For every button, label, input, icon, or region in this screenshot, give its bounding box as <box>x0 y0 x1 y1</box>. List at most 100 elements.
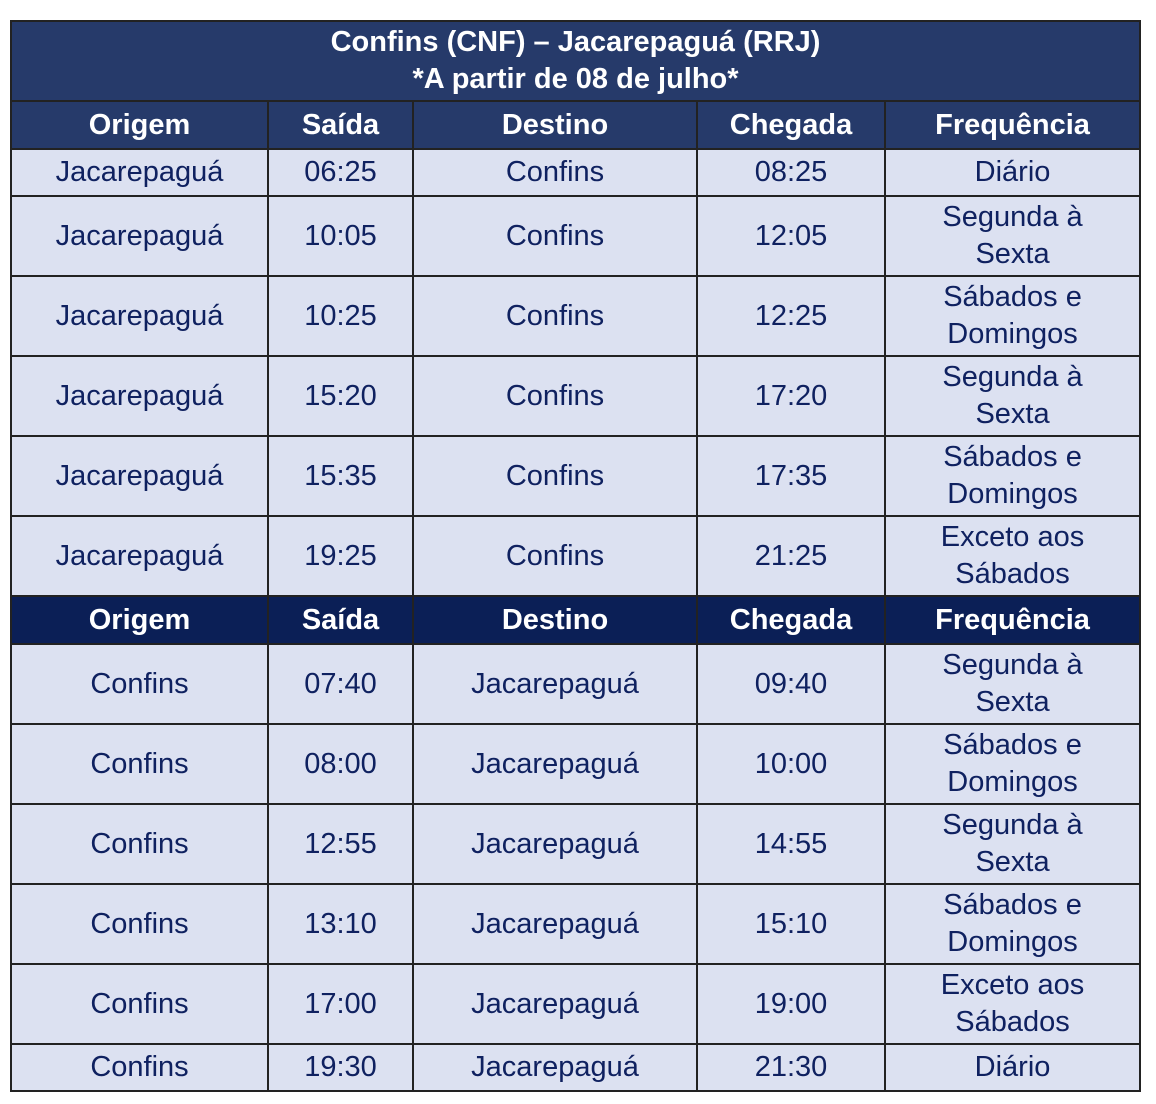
cell: Confins <box>10 803 269 885</box>
cell: Jacarepaguá <box>412 723 698 805</box>
cell: Jacarepaguá <box>412 963 698 1045</box>
cell-text: Jacarepaguá <box>471 987 639 1020</box>
column-header: Chegada <box>696 100 886 150</box>
frequency: Segunda à Sexta <box>942 809 1083 878</box>
cell: Confins <box>412 275 698 357</box>
cell: Confins <box>10 723 269 805</box>
schedule-row: Jacarepaguá 19:25 Confins 21:25 Exceto aos S… <box>10 515 1142 597</box>
cell: Confins <box>10 883 269 965</box>
column-header: Origem <box>10 595 269 645</box>
cell: 17:00 <box>267 963 414 1045</box>
cell-text: Jacarepaguá <box>471 907 639 940</box>
cell-text: 21:30 <box>754 1051 828 1083</box>
cell: Exceto aos Sábados <box>883 515 1142 597</box>
cell: Segunda à Sexta <box>883 803 1142 885</box>
cell-text: Confins <box>90 907 189 940</box>
cell: Confins <box>412 515 698 597</box>
cell: Sábados e Domingos <box>883 435 1142 517</box>
cell: 10:00 <box>696 723 886 805</box>
schedule-row: Confins 13:10 Jacarepaguá 15:10 Sábados e Do… <box>10 883 1142 965</box>
cell-text: 08:00 <box>304 747 377 780</box>
cell: Segunda à Sexta <box>883 643 1142 725</box>
cell: 19:25 <box>267 515 414 597</box>
cell: Sábados e Domingos <box>883 275 1142 357</box>
cell-text: Jacarepaguá <box>55 156 224 188</box>
cell: Confins <box>10 963 269 1045</box>
schedule-row: Jacarepaguá 06:25 Confins 08:25 Diário <box>10 148 1142 197</box>
cell-text: 10:25 <box>304 299 377 332</box>
cell: 15:10 <box>696 883 886 965</box>
cell-text: Confins <box>90 827 189 860</box>
schedule-row: Confins 17:00 Jacarepaguá 19:00 Exceto aos S… <box>10 963 1142 1045</box>
cell-text: 17:00 <box>304 987 377 1020</box>
cell-text: 06:25 <box>304 156 377 188</box>
column-header: Chegada <box>696 595 886 645</box>
cell-text: 13:10 <box>304 907 377 940</box>
cell-text: Jacarepaguá <box>55 539 224 572</box>
cell: 09:40 <box>696 643 886 725</box>
cell: 12:05 <box>696 195 886 277</box>
cell-text: Confins <box>505 156 605 188</box>
header-row: Origem Saída Destino Chegada Frequência <box>10 100 1142 150</box>
cell-text: 08:25 <box>754 156 828 188</box>
schedule-row: Jacarepaguá 15:20 Confins 17:20 Segunda à Se… <box>10 355 1142 437</box>
cell: 15:35 <box>267 435 414 517</box>
schedule-row: Confins 08:00 Jacarepaguá 10:00 Sábados e Do… <box>10 723 1142 805</box>
cell: 10:25 <box>267 275 414 357</box>
cell-text: 12:25 <box>754 299 828 332</box>
cell-text: Confins <box>90 667 189 700</box>
cell: Confins <box>412 148 698 197</box>
cell-text: 15:35 <box>304 459 377 492</box>
cell: Confins <box>412 355 698 437</box>
cell-text: 15:20 <box>304 379 377 412</box>
schedule-row: Jacarepaguá 15:35 Confins 17:35 Sábados e Do… <box>10 435 1142 517</box>
cell-text: Confins <box>90 747 189 780</box>
title-row: Confins (CNF) – Jacarepaguá (RRJ) *A part… <box>9 20 1142 102</box>
cell: 15:20 <box>267 355 414 437</box>
cell-text: Confins <box>505 379 605 412</box>
cell: Jacarepaguá <box>10 435 269 517</box>
title: Confins (CNF) – Jacarepaguá (RRJ) *A part… <box>9 20 1142 102</box>
cell-text: Jacarepaguá <box>471 747 639 780</box>
cell-text: Confins <box>90 987 189 1020</box>
cell-text: 12:05 <box>754 219 828 252</box>
cell-text: Confins <box>505 299 605 332</box>
cell-text: 19:00 <box>754 987 828 1020</box>
cell-text: 10:05 <box>304 219 377 252</box>
cell-text: 14:55 <box>754 827 828 860</box>
cell: Jacarepaguá <box>10 275 269 357</box>
cell-text: Jacarepaguá <box>55 459 224 492</box>
cell: Jacarepaguá <box>412 803 698 885</box>
frequency: Sábados e Domingos <box>943 441 1082 510</box>
cell-text: 09:40 <box>754 667 828 700</box>
cell: 07:40 <box>267 643 414 725</box>
cell: Confins <box>412 195 698 277</box>
cell-text: Confins <box>505 539 605 572</box>
cell: 17:20 <box>696 355 886 437</box>
cell: 06:25 <box>267 148 414 197</box>
cell-text: Confins <box>505 459 605 492</box>
column-header: Origem <box>10 100 269 150</box>
cell: Jacarepaguá <box>412 643 698 725</box>
cell-text: Jacarepaguá <box>55 219 224 252</box>
column-header: Saída <box>267 100 414 150</box>
cell: Sábados e Domingos <box>883 723 1142 805</box>
cell: Sábados e Domingos <box>883 883 1142 965</box>
title-line: Confins (CNF) – Jacarepaguá (RRJ) <box>330 26 821 58</box>
cell: 13:10 <box>267 883 414 965</box>
cell: Jacarepaguá <box>412 1043 698 1092</box>
column-header: Destino <box>412 100 698 150</box>
cell-text: Jacarepaguá <box>471 667 639 700</box>
frequency: Exceto aos Sábados <box>940 969 1085 1038</box>
cell: 12:25 <box>696 275 886 357</box>
frequency: Segunda à Sexta <box>942 201 1083 270</box>
cell-text: 12:55 <box>304 827 377 860</box>
cell-text: 17:35 <box>754 459 828 492</box>
cell-text: Confins <box>90 1051 189 1083</box>
column-header: Saída <box>267 595 414 645</box>
column-header: Frequência <box>883 595 1142 645</box>
cell-text: Jacarepaguá <box>55 299 224 332</box>
cell-text: 10:00 <box>754 747 828 780</box>
cell: 21:30 <box>696 1043 886 1092</box>
